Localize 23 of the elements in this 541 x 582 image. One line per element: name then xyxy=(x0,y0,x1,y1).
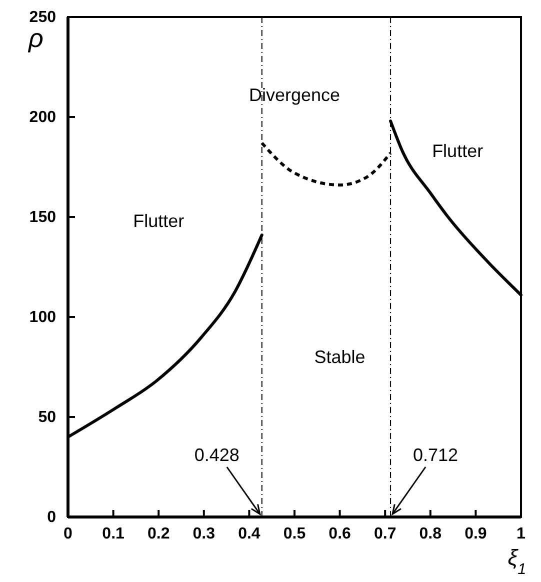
ref-line-label: 0.712 xyxy=(413,445,458,465)
annotation: Flutter xyxy=(432,141,484,161)
y-tick-label: 0 xyxy=(47,509,56,526)
annotation: Divergence xyxy=(248,85,340,105)
x-tick-label: 0.9 xyxy=(464,525,487,542)
x-tick-label: 0.6 xyxy=(328,525,352,542)
x-tick-label: 0.1 xyxy=(102,525,125,542)
x-tick-label: 0.7 xyxy=(374,525,396,542)
x-tick-label: 0.8 xyxy=(419,525,442,542)
x-axis-title: ξ$_{1}$ xyxy=(508,545,526,578)
x-tick-label: 0.3 xyxy=(192,525,216,542)
annotation: Stable xyxy=(314,347,366,367)
y-tick-label: 100 xyxy=(29,309,56,326)
x-tick-label: 0.4 xyxy=(238,525,260,542)
x-tick-label: 0.2 xyxy=(147,525,170,542)
annotation: Flutter xyxy=(133,211,184,231)
y-tick-label: 150 xyxy=(29,209,56,226)
x-tick-label: 0.5 xyxy=(283,525,306,542)
y-tick-label: 200 xyxy=(29,109,56,126)
x-tick-label: 1 xyxy=(516,525,526,542)
ref-line-label: 0.428 xyxy=(194,445,240,465)
x-tick-label: 0 xyxy=(64,525,73,542)
y-tick-label: 50 xyxy=(38,409,56,426)
